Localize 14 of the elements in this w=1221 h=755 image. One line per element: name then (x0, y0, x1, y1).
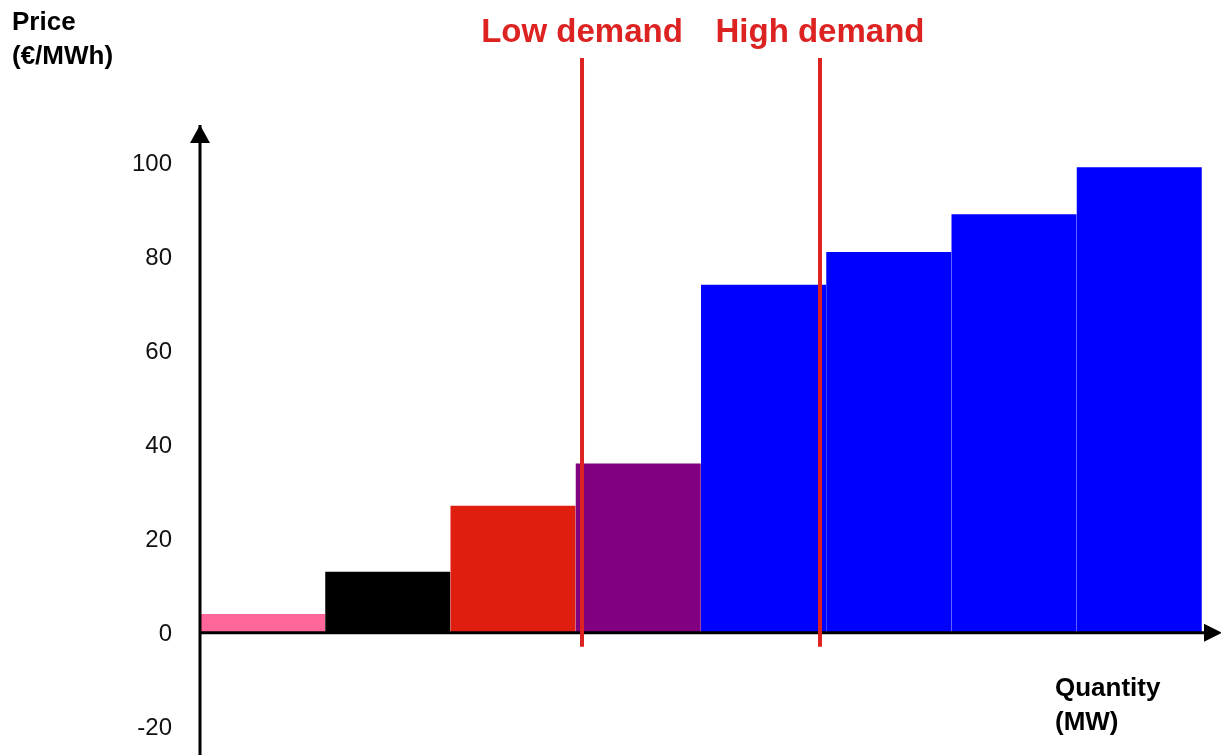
y-tick-label: -20 (137, 713, 172, 741)
y-tick-label: 20 (145, 525, 172, 553)
bar (450, 505, 576, 633)
y-tick-label: 100 (131, 149, 172, 177)
y-tick-label: 60 (145, 337, 172, 365)
y-tick-label: 80 (145, 243, 172, 271)
text: Low demand (481, 12, 683, 49)
y-tick-label: 0 (158, 619, 172, 647)
text: High demand (715, 12, 925, 49)
bar (325, 571, 451, 633)
y-axis-title: Price (€/MWh) (12, 5, 114, 72)
y-tick-label: 40 (145, 431, 172, 459)
x-axis-title: Quantity (MW) (1055, 671, 1161, 738)
bar (575, 463, 701, 633)
